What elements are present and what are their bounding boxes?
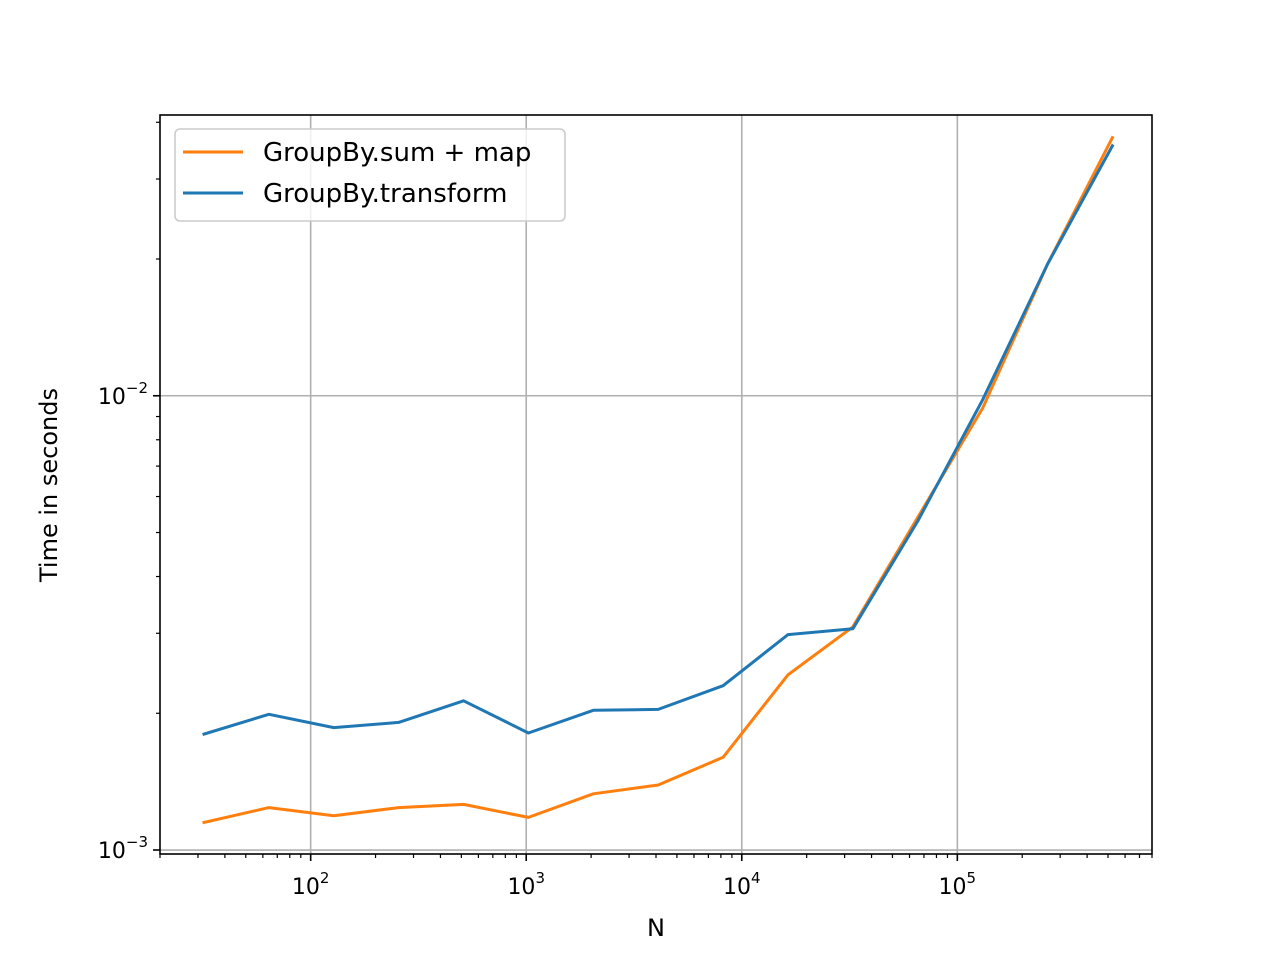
x-tick-label: 103: [507, 869, 545, 900]
series-layer: [202, 135, 1115, 825]
legend-box: [174, 128, 566, 222]
legend-label-1: GroupBy.transform: [263, 179, 507, 209]
x-tick-label: 102: [292, 869, 330, 900]
x-axis-title: N: [647, 914, 665, 942]
series-line-0: [202, 135, 1115, 825]
tick-layer: 102 103 104 105 10−3 10−2: [98, 121, 1153, 900]
y-axis-title: Time in seconds: [35, 388, 63, 583]
x-tick-label: 104: [723, 869, 761, 900]
legend: GroupBy.sum + map GroupBy.transform: [174, 128, 566, 222]
y-tick-label: 10−2: [98, 379, 148, 410]
series-line-1: [202, 143, 1115, 736]
plot-area: [160, 115, 1152, 854]
x-tick-label: 105: [939, 869, 977, 900]
legend-label-0: GroupBy.sum + map: [263, 138, 531, 168]
y-tick-label: 10−3: [98, 833, 148, 864]
